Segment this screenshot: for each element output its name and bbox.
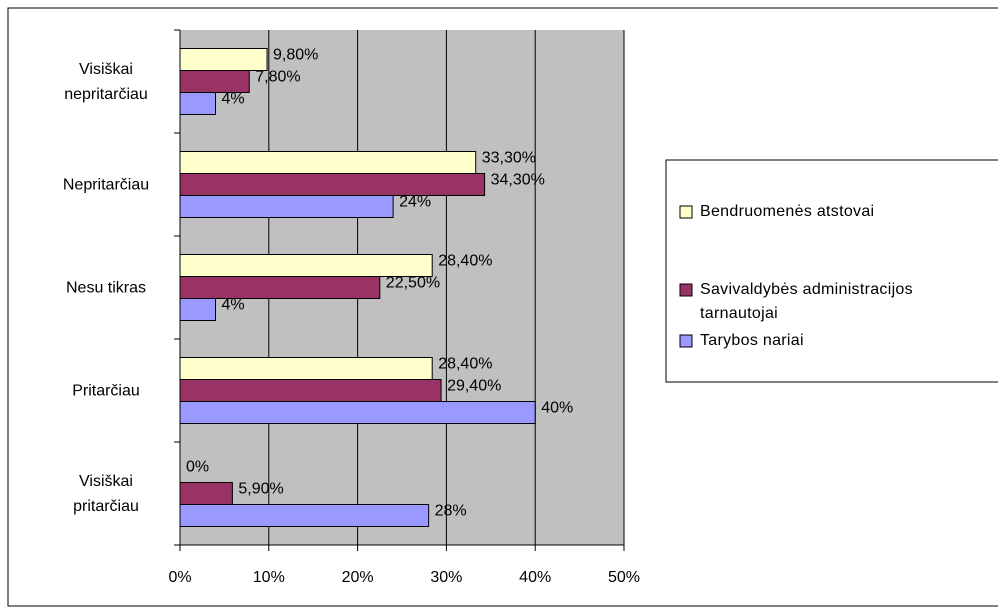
value-label: 7,80% (255, 69, 300, 86)
x-tick-label: 10% (253, 569, 285, 586)
bar (179, 151, 477, 174)
value-label: 29,40% (447, 378, 501, 395)
value-label: 22,50% (386, 275, 440, 292)
category-label: Visiškai nepritarčiau (64, 60, 148, 103)
bar (179, 357, 433, 380)
value-label: 28,40% (438, 253, 492, 270)
value-label: 24% (399, 194, 431, 211)
x-tick-label: 40% (519, 569, 551, 586)
value-label: 28,40% (438, 356, 492, 373)
category-label: Visiškai pritarčiau (73, 472, 139, 515)
bar (179, 298, 217, 321)
legend-swatch (679, 205, 693, 219)
bar (179, 379, 442, 402)
value-label: 4% (222, 297, 245, 314)
legend-label: Tarybos nariai (700, 332, 804, 349)
category-label: Nepritarčiau (62, 176, 150, 193)
category-label: Nesu tikras (65, 279, 147, 296)
bar (179, 482, 233, 505)
bar (179, 276, 381, 299)
bar (179, 173, 486, 196)
value-label: 5,90% (238, 481, 283, 498)
legend-label: Savivaldybės administracijos tarnautojai (700, 281, 913, 322)
bar (179, 504, 430, 527)
value-label: 34,30% (491, 172, 545, 189)
legend-swatch (679, 283, 693, 297)
value-label: 28% (435, 503, 467, 520)
value-label: 33,30% (482, 150, 536, 167)
legend-box (665, 159, 998, 383)
value-label: 0% (186, 459, 209, 476)
bar (179, 254, 433, 277)
x-tick-label: 0% (168, 569, 191, 586)
legend-label: Bendruomenės atstovai (700, 203, 875, 220)
x-tick-label: 30% (430, 569, 462, 586)
category-label: Pritarčiau (72, 382, 140, 399)
x-tick-label: 20% (342, 569, 374, 586)
x-tick-label: 50% (608, 569, 640, 586)
bar (179, 70, 250, 93)
value-label: 9,80% (273, 47, 318, 64)
value-label: 40% (541, 400, 573, 417)
value-label: 4% (222, 91, 245, 108)
bar (179, 195, 394, 218)
legend-swatch (679, 334, 693, 348)
bar (179, 92, 217, 115)
bar (179, 401, 536, 424)
bar (179, 48, 268, 71)
